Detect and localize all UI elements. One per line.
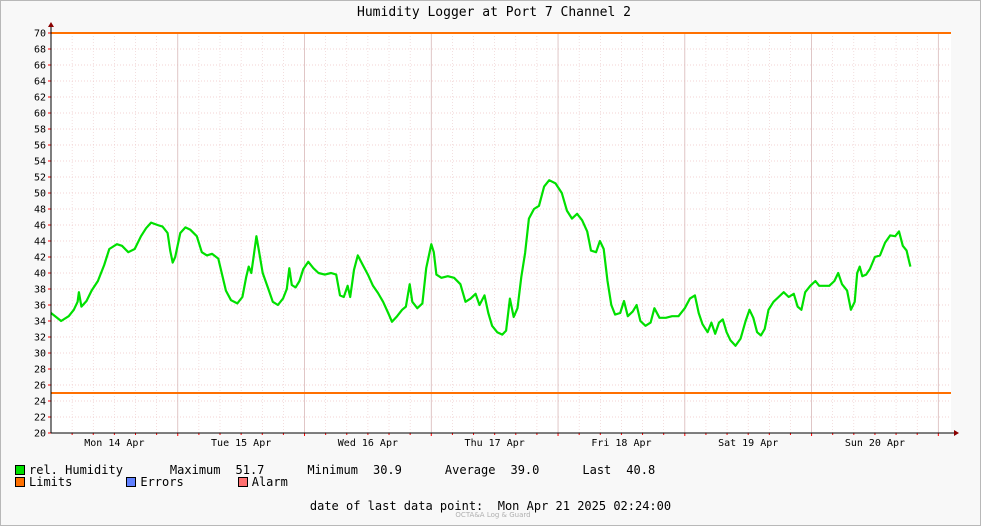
y-tick-label: 26 bbox=[34, 381, 46, 392]
plot-area bbox=[51, 33, 951, 433]
series-line-humidity bbox=[50, 179, 912, 347]
alarm-swatch bbox=[237, 477, 248, 487]
errors-swatch bbox=[126, 477, 137, 487]
y-tick-label: 58 bbox=[34, 125, 46, 136]
x-tick-label: Fri 18 Apr bbox=[591, 438, 651, 449]
y-tick-label: 30 bbox=[34, 349, 46, 360]
stat-min-value: 30.9 bbox=[372, 463, 402, 477]
y-tick-label: 50 bbox=[34, 189, 46, 200]
x-tick-label: Sun 20 Apr bbox=[845, 438, 905, 449]
y-tick-label: 34 bbox=[34, 317, 46, 328]
stat-max-label: Maximum bbox=[169, 463, 221, 477]
stat-avg-label: Average bbox=[444, 463, 496, 477]
legend-row-2: Limits Errors Alarm bbox=[15, 475, 288, 489]
y-tick-label: 62 bbox=[34, 93, 46, 104]
footer-brand: OCTA&A Log & Guard bbox=[455, 511, 531, 519]
y-tick-label: 70 bbox=[34, 29, 46, 40]
y-tick-label: 42 bbox=[34, 253, 46, 264]
y-tick-label: 40 bbox=[34, 269, 46, 280]
humidity-swatch bbox=[15, 465, 25, 475]
y-tick-label: 22 bbox=[34, 413, 46, 424]
legend-limits: Limits bbox=[29, 475, 73, 489]
chart-title: Humidity Logger at Port 7 Channel 2 bbox=[357, 5, 631, 20]
x-tick-label: Sat 19 Apr bbox=[718, 438, 778, 449]
y-tick-label: 38 bbox=[34, 285, 46, 296]
y-tick-label: 48 bbox=[34, 205, 46, 216]
y-tick-label: 56 bbox=[34, 141, 46, 152]
stat-min-label: Minimum bbox=[307, 463, 358, 477]
y-tick-label: 60 bbox=[34, 109, 46, 120]
stat-last-value: 40.8 bbox=[626, 463, 656, 477]
x-tick-label: Mon 14 Apr bbox=[84, 438, 144, 449]
legend-alarm: Alarm bbox=[251, 475, 288, 489]
stat-avg-value: 39.0 bbox=[510, 463, 540, 477]
x-axis-arrow bbox=[954, 430, 959, 436]
legend-errors: Errors bbox=[140, 475, 184, 489]
legend-row-1: rel. Humidity Maximum 51.7 Minimum 30.9 Avera… bbox=[15, 463, 655, 477]
x-tick-label: Wed 16 Apr bbox=[338, 438, 398, 449]
y-tick-label: 64 bbox=[34, 77, 46, 88]
x-tick-label: Thu 17 Apr bbox=[465, 438, 525, 449]
y-tick-label: 20 bbox=[34, 429, 46, 440]
last-data-point-value: Mon Apr 21 2025 02:24:00 bbox=[497, 499, 672, 513]
stat-max-value: 51.7 bbox=[235, 463, 265, 477]
y-tick-label: 28 bbox=[34, 365, 46, 376]
y-tick-label: 54 bbox=[34, 157, 46, 168]
y-axis-arrow bbox=[48, 22, 54, 27]
y-tick-label: 46 bbox=[34, 221, 46, 232]
last-data-point-label: date of last data point: bbox=[309, 499, 484, 513]
y-tick-label: 32 bbox=[34, 333, 46, 344]
last-data-point: date of last data point: Mon Apr 21 2025… bbox=[0, 499, 981, 513]
stat-last-label: Last bbox=[582, 463, 612, 477]
legend-humidity: rel. Humidity bbox=[29, 463, 123, 477]
y-tick-label: 44 bbox=[34, 237, 46, 248]
y-tick-label: 66 bbox=[34, 61, 46, 72]
limits-swatch bbox=[15, 477, 25, 487]
y-tick-label: 36 bbox=[34, 301, 46, 312]
x-tick-label: Tue 15 Apr bbox=[211, 438, 271, 449]
y-tick-label: 68 bbox=[34, 45, 46, 56]
y-tick-label: 24 bbox=[34, 397, 46, 408]
y-tick-label: 52 bbox=[34, 173, 46, 184]
